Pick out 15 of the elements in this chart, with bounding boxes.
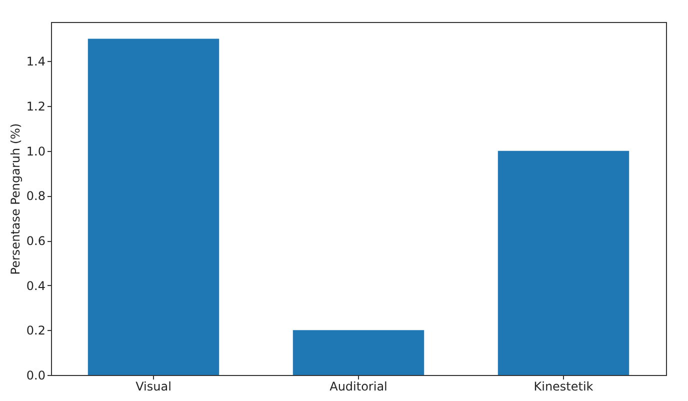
y-tick-label: 1.2 [26,100,46,114]
y-tick-label: 1.4 [26,54,46,69]
x-tick-label: Kinestetik [534,380,594,394]
y-tick-label: 0.2 [26,324,46,338]
bar [498,150,630,375]
x-tick-label: Auditorial [330,380,388,394]
y-tick-label: 0.0 [26,368,46,382]
x-tick-label: Visual [136,380,172,394]
y-tick-label: 0.6 [26,234,46,248]
y-tick-label: 0.8 [26,189,46,204]
bar [88,38,220,375]
bar [292,330,424,375]
y-tick-label: 0.4 [26,278,46,293]
y-tick-label: 1.0 [26,144,46,158]
y-axis-title: Persentase Pengaruh (%) [8,123,22,275]
